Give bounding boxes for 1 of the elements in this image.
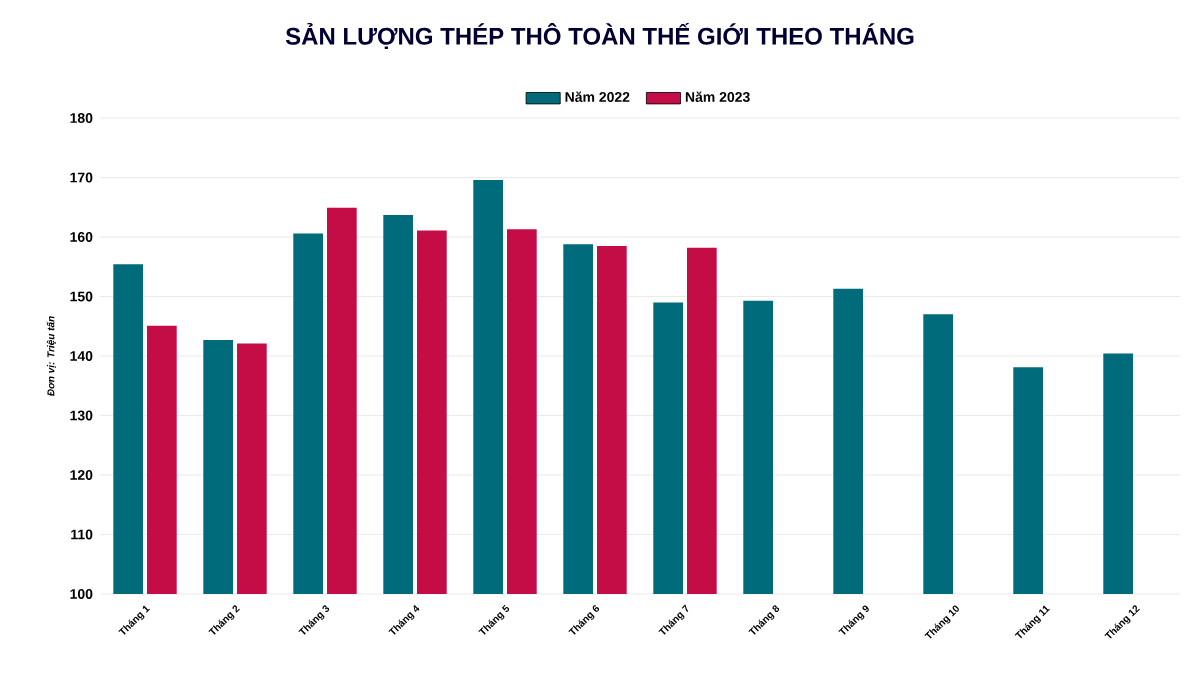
chart-title: SẢN LƯỢNG THÉP THÔ TOÀN THẾ GIỚI THEO THÁNG — [285, 23, 914, 49]
